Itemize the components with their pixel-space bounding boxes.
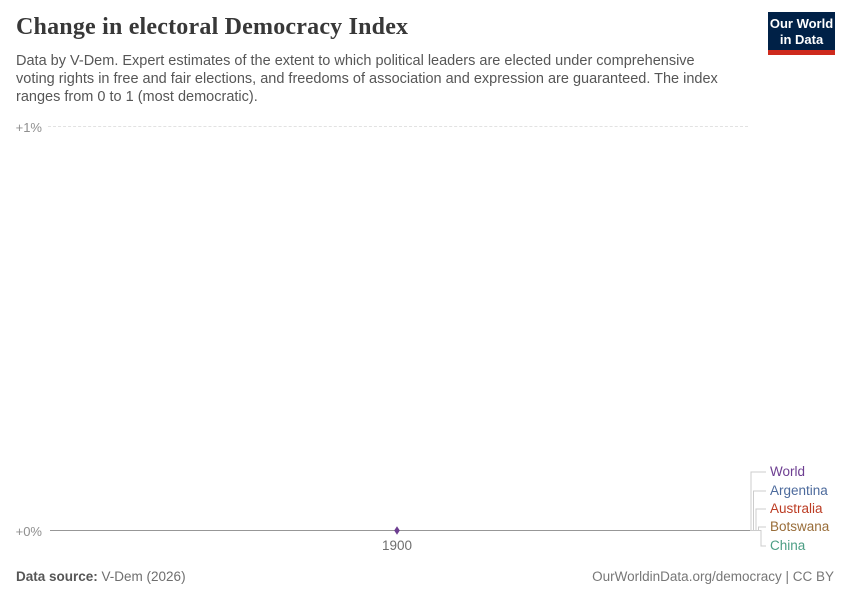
chart-subtitle-line: Data by V-Dem. Expert estimates of the e… (16, 53, 695, 69)
x-axis-tick-1900: 1900 (381, 538, 413, 553)
legend-item-world[interactable]: World (770, 464, 806, 479)
owid-logo[interactable]: Our World in Data (768, 12, 835, 55)
legend-item-botswana[interactable]: Botswana (770, 519, 830, 534)
y-axis-tick-1pct: +1% (15, 120, 42, 135)
legend-item-china[interactable]: China (770, 538, 806, 553)
y-axis-tick-0pct: +0% (15, 524, 42, 539)
legend-item-argentina[interactable]: Argentina (770, 483, 828, 498)
credit-link[interactable]: OurWorldinData.org/democracy | CC BY (592, 569, 834, 584)
legend-connector-lines (750, 471, 766, 547)
chart-subtitle: Data by V-Dem. Expert estimates of the e… (16, 52, 718, 106)
chart-subtitle-line: ranges from 0 to 1 (most democratic). (16, 89, 258, 105)
legend-item-australia[interactable]: Australia (770, 501, 823, 516)
x-axis-zero-line (50, 530, 750, 531)
chart-subtitle-line: voting rights in free and fair elections… (16, 71, 718, 87)
gridline-1pct (48, 126, 748, 127)
data-source-label: Data source: (16, 569, 98, 584)
chart-title: Change in electoral Democracy Index (16, 14, 409, 40)
owid-logo-line1: Our World (769, 16, 834, 31)
owid-logo-line2: in Data (779, 32, 824, 47)
data-source-value: V-Dem (2026) (97, 569, 186, 584)
data-source-note: Data source: V-Dem (2026) (16, 569, 186, 584)
